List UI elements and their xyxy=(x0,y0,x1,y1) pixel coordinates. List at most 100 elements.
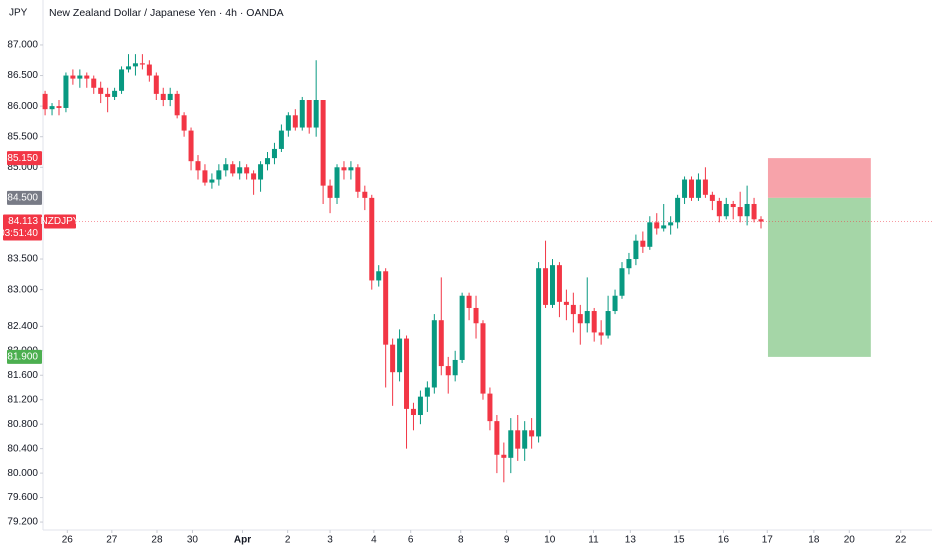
candle-body xyxy=(153,75,159,94)
candle-body xyxy=(56,106,62,108)
candle-body xyxy=(313,100,319,128)
candle-body xyxy=(334,167,340,198)
y-tick-label: 85.500 xyxy=(7,131,38,142)
x-tick-label: 4 xyxy=(371,535,377,546)
candle-body xyxy=(285,115,291,131)
x-tick-label: 11 xyxy=(588,535,599,546)
currency-label: JPY xyxy=(9,8,28,19)
candle-body xyxy=(529,430,535,437)
symbol-label: NZDJPY xyxy=(41,216,80,227)
entry-label: 84.500 xyxy=(7,193,38,204)
candle-body xyxy=(536,268,542,437)
candle-body xyxy=(438,320,444,367)
candle-body xyxy=(98,87,104,94)
y-tick-label: 80.400 xyxy=(7,443,38,454)
x-tick-label: 30 xyxy=(187,535,199,546)
candle-body xyxy=(424,387,430,397)
candle-body xyxy=(459,295,465,360)
candle-body xyxy=(91,78,97,88)
candle-body xyxy=(640,240,646,247)
x-tick-label: 9 xyxy=(504,535,510,546)
candle-body xyxy=(682,179,688,198)
candle-body xyxy=(695,179,701,198)
last-price-label: 84.113 xyxy=(8,216,38,227)
candle-body xyxy=(619,268,625,296)
y-tick-label: 83.000 xyxy=(7,284,38,295)
candle-body xyxy=(105,93,111,97)
candle-body xyxy=(271,148,277,159)
last-price-box xyxy=(3,214,42,241)
candle-body xyxy=(258,164,264,180)
y-tick-label: 86.000 xyxy=(7,101,38,112)
candle-body xyxy=(487,393,493,422)
candle-body xyxy=(417,396,423,416)
candle-body xyxy=(223,164,229,171)
y-tick-label: 79.200 xyxy=(7,517,38,528)
candle-body xyxy=(202,170,208,183)
candle-body xyxy=(341,167,347,171)
x-tick-label: 22 xyxy=(895,535,907,546)
stop-label: 85.150 xyxy=(7,153,38,164)
candle-body xyxy=(299,100,305,128)
candle-body xyxy=(668,222,674,226)
candle-body xyxy=(515,430,521,449)
candle-body xyxy=(376,271,382,281)
x-tick-label: 17 xyxy=(762,535,774,546)
candle-body xyxy=(522,430,528,449)
candle-body xyxy=(146,64,152,76)
candle-body xyxy=(556,265,562,302)
candle-body xyxy=(174,93,180,116)
candle-body xyxy=(42,93,48,110)
x-tick-label: 2 xyxy=(285,535,291,546)
candle-body xyxy=(112,90,118,97)
y-tick-label: 82.400 xyxy=(7,321,38,332)
stop-zone xyxy=(767,158,871,198)
candle-body xyxy=(77,75,83,79)
symbol-box xyxy=(44,214,76,229)
x-tick-label: 6 xyxy=(408,535,414,546)
candle-body xyxy=(70,75,76,79)
candle-body xyxy=(480,323,486,394)
candle-body xyxy=(689,179,695,198)
candle-body xyxy=(709,194,715,201)
x-tick-label: Apr xyxy=(234,535,251,546)
candle-body xyxy=(758,219,764,222)
candle-body xyxy=(744,203,750,217)
candle-body xyxy=(362,191,368,198)
candle-body xyxy=(251,173,257,180)
candle-body xyxy=(410,408,416,416)
x-tick-label: 8 xyxy=(458,535,464,546)
x-tick-label: 10 xyxy=(544,535,556,546)
entry-box xyxy=(7,190,42,205)
candle-body xyxy=(119,69,125,91)
countdown-label: 03:51:40 xyxy=(0,228,38,239)
candle-body xyxy=(369,197,375,281)
target-label: 81.900 xyxy=(7,352,38,363)
candle-body xyxy=(473,307,479,324)
candle-body xyxy=(494,421,500,455)
candle-body xyxy=(397,338,403,373)
candle-body xyxy=(431,320,437,388)
candle-body xyxy=(737,207,743,217)
x-tick-label: 27 xyxy=(106,535,118,546)
x-tick-label: 28 xyxy=(151,535,163,546)
candle-body xyxy=(237,167,243,174)
candle-body xyxy=(751,203,757,220)
candle-body xyxy=(390,344,396,373)
candle-body xyxy=(195,161,201,171)
candle-body xyxy=(591,311,597,333)
candle-body xyxy=(167,93,173,101)
x-tick-label: 13 xyxy=(625,535,637,546)
candle-body xyxy=(730,203,736,208)
candle-body xyxy=(216,170,222,180)
y-tick-label: 79.600 xyxy=(7,492,38,503)
candle-body xyxy=(445,366,451,376)
candle-body xyxy=(570,304,576,315)
candle-body xyxy=(278,130,284,149)
candle-body xyxy=(633,240,639,260)
candle-body xyxy=(508,430,514,458)
x-tick-label: 20 xyxy=(844,535,856,546)
candle-body xyxy=(675,197,681,223)
candle-body xyxy=(598,332,604,336)
candle-body xyxy=(84,75,90,79)
